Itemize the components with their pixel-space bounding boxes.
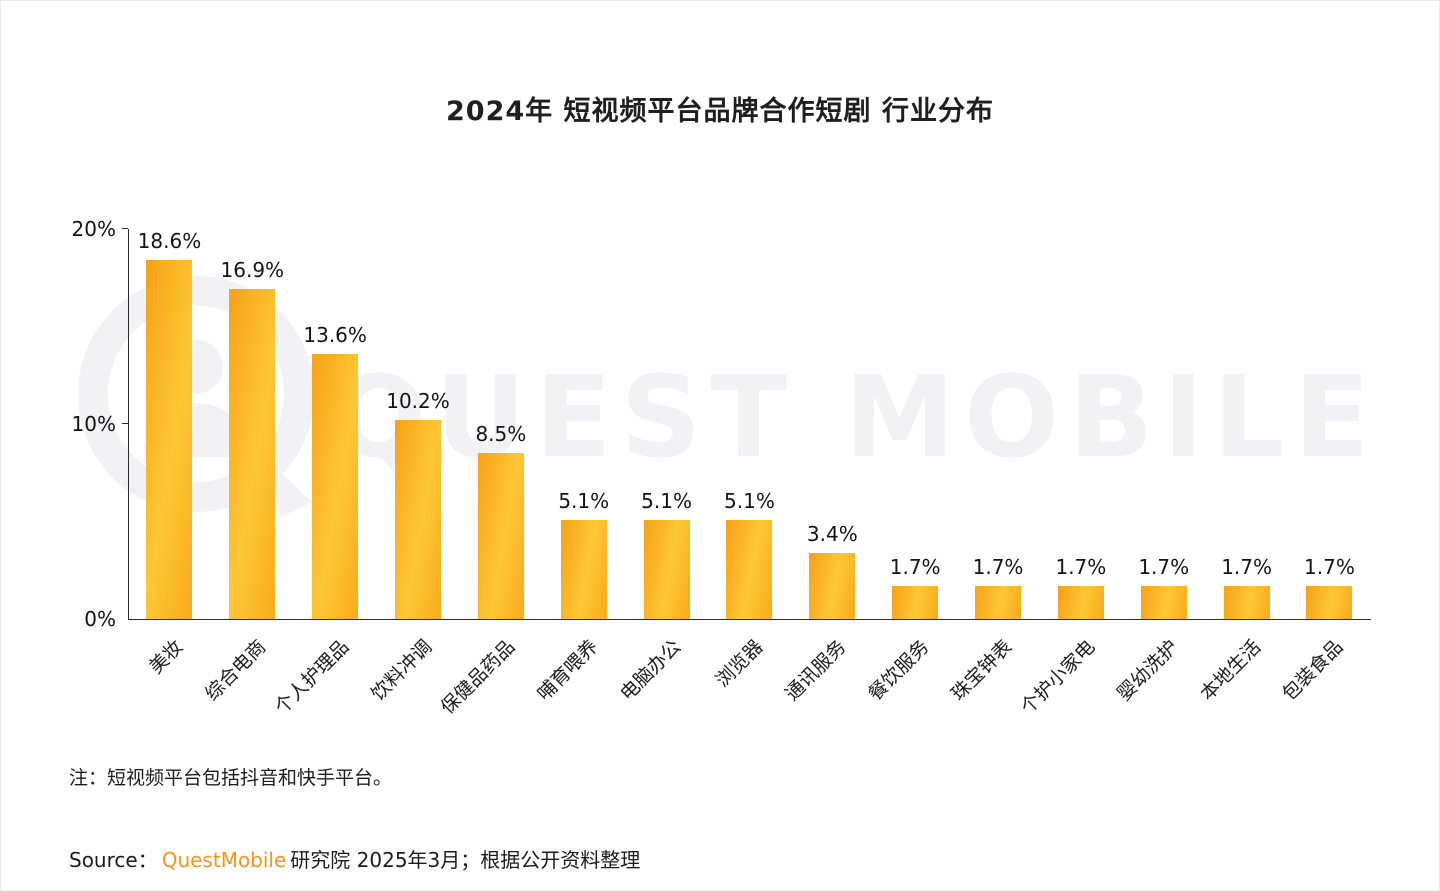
source-brand: QuestMobile xyxy=(161,848,287,872)
bar xyxy=(229,289,276,619)
bar-value-label: 5.1% xyxy=(558,488,610,513)
y-axis-tick-mark xyxy=(122,228,128,229)
category-label: 美妆 xyxy=(145,635,188,679)
bars-container: 18.6% 美妆 16.9% 综合电商 13.6% 个人护理品 10.2% 饮料冲调 8.5% 保… xyxy=(128,229,1371,719)
bar-value-label: 3.4% xyxy=(806,521,858,546)
x-axis-line xyxy=(128,619,1371,620)
bar xyxy=(1057,585,1104,619)
bar xyxy=(395,420,441,619)
bar-value-label: 10.2% xyxy=(386,389,450,414)
bar-value-label: 8.5% xyxy=(475,422,527,447)
footnote: 注：短视频平台包括抖音和快手平台。 xyxy=(69,767,393,789)
bar-column: 18.6% 美妆 xyxy=(128,229,211,678)
bar-value-label: 1.7% xyxy=(1138,554,1190,579)
bar-column: 1.7% 包装食品 xyxy=(1279,229,1371,705)
category-label: 综合电商 xyxy=(201,635,271,706)
category-label: 浏览器 xyxy=(711,635,768,692)
bar xyxy=(146,260,193,619)
bar-column: 13.6% 个人护理品 xyxy=(271,229,377,719)
bar-column: 1.7% 珠宝钟表 xyxy=(947,229,1040,705)
category-label: 个护小家电 xyxy=(1016,635,1100,719)
bar-value-label: 5.1% xyxy=(724,488,775,513)
bar-value-label: 1.7% xyxy=(889,554,941,579)
bar-column: 1.7% 婴幼洗护 xyxy=(1113,229,1205,705)
bar xyxy=(809,552,856,619)
bar xyxy=(560,519,607,619)
bar-column: 3.4% 通讯服务 xyxy=(781,229,874,705)
bar xyxy=(726,519,773,619)
category-label: 珠宝钟表 xyxy=(947,635,1017,706)
category-label: 通讯服务 xyxy=(781,635,851,706)
bar-column: 1.7% 餐饮服务 xyxy=(864,229,957,705)
plot-area: 18.6% 美妆 16.9% 综合电商 13.6% 个人护理品 10.2% 饮料冲调 8.5% 保… xyxy=(72,217,1371,719)
bar xyxy=(1306,585,1353,619)
source-rest: 研究院 2025年3月；根据公开资料整理 xyxy=(290,848,641,872)
y-axis-tick-label: 20% xyxy=(71,217,116,241)
bar xyxy=(975,585,1022,619)
bar-value-label: 1.7% xyxy=(1055,554,1107,579)
category-label: 餐饮服务 xyxy=(864,635,934,706)
source-line: Source： QuestMobile 研究院 2025年3月；根据公开资料整理 xyxy=(69,844,640,873)
category-label: 电脑办公 xyxy=(615,635,685,706)
bar-value-label: 5.1% xyxy=(641,488,692,513)
bar-column: 5.1% 哺育喂养 xyxy=(533,229,625,706)
bar-value-label: 13.6% xyxy=(303,322,367,347)
y-axis-tick-label: 0% xyxy=(84,607,116,631)
category-label: 保健品药品 xyxy=(436,635,520,719)
category-label: 个人护理品 xyxy=(270,635,354,719)
y-axis-tick-mark xyxy=(122,423,128,424)
bar-value-label: 18.6% xyxy=(137,229,202,253)
bar xyxy=(1223,585,1270,619)
bar xyxy=(892,585,939,619)
bar xyxy=(1140,585,1187,619)
bar-column: 16.9% 综合电商 xyxy=(201,229,294,705)
bar-value-label: 1.7% xyxy=(972,554,1024,579)
bar-column: 5.1% 电脑办公 xyxy=(616,229,708,706)
bar-column: 5.1% 浏览器 xyxy=(708,229,791,692)
category-label: 本地生活 xyxy=(1195,635,1265,706)
bar-column: 1.7% 个护小家电 xyxy=(1017,229,1122,719)
bar-column: 1.7% 本地生活 xyxy=(1196,229,1288,705)
source-prefix: Source： xyxy=(69,848,158,872)
bar xyxy=(477,453,524,619)
category-label: 饮料冲调 xyxy=(367,635,437,706)
category-label: 包装食品 xyxy=(1278,635,1348,706)
y-axis-line xyxy=(128,229,129,619)
y-axis-tick-label: 10% xyxy=(71,412,116,436)
bar-value-label: 16.9% xyxy=(220,258,285,283)
bar-column: 10.2% 饮料冲调 xyxy=(367,229,460,705)
bar-column: 8.5% 保健品药品 xyxy=(437,229,542,718)
bar-value-label: 1.7% xyxy=(1304,554,1355,579)
questmobile-logo-watermark-icon xyxy=(78,276,314,518)
chart-title: 2024年 短视频平台品牌合作短剧 行业分布 xyxy=(446,96,994,127)
category-label: 哺育喂养 xyxy=(532,635,603,706)
category-label: 婴幼洗护 xyxy=(1112,635,1183,706)
bar xyxy=(312,353,359,619)
bar-value-label: 1.7% xyxy=(1221,554,1272,579)
bar xyxy=(643,519,690,619)
